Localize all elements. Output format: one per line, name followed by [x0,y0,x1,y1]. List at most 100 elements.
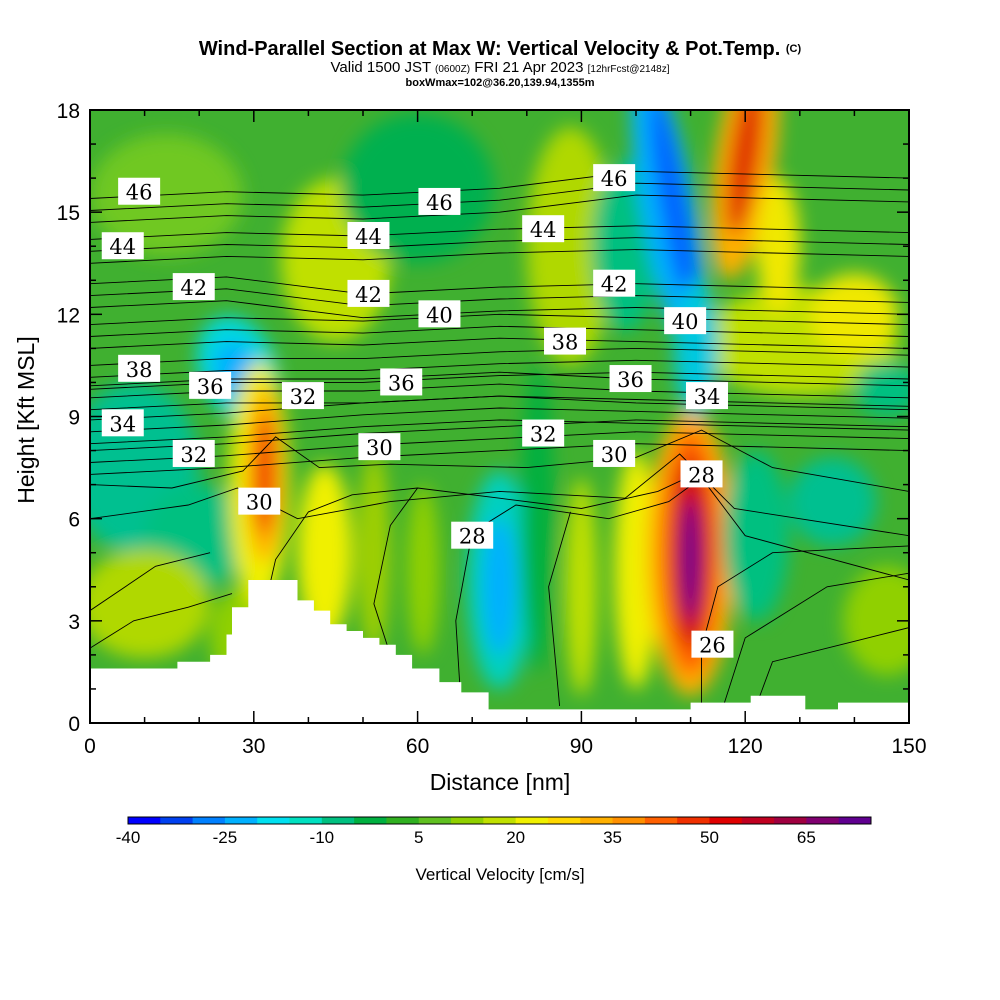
contour-label: 46 [118,177,161,205]
y-tick-label: 18 [57,100,80,123]
theta-contour-line [90,337,909,349]
colorbar-tick-label: -10 [310,828,335,847]
velocity-region [406,484,440,655]
contour-label: 34 [685,382,728,410]
contour-label-box [544,327,587,355]
contour-label-text: 38 [552,331,579,355]
contour-label: 30 [358,433,401,461]
title-block: Wind-Parallel Section at Max W: Vertical… [0,38,1000,89]
colorbar-swatch [483,817,517,824]
contour-label-text: 40 [426,303,453,327]
valid-date: FRI 21 Apr 2023 [474,59,584,76]
theta-contour-line [548,511,571,707]
colorbar-swatch [709,817,743,824]
contour-label-box [593,269,636,297]
contour-label: 38 [544,327,587,355]
theta-contour-line [90,313,909,326]
y-tick-label: 9 [68,407,80,430]
contour-label-text: 44 [530,218,557,242]
contour-label-box [593,164,636,192]
colorbar-swatch [224,817,258,824]
contour-label: 30 [593,439,636,467]
theta-contour-line [90,429,909,492]
contour-label-box [189,371,232,399]
y-tick-label: 12 [57,304,80,327]
theta-contour-line [90,288,909,307]
y-tick-label: 0 [68,713,80,736]
contour-label: 34 [101,409,144,437]
contour-label: 40 [664,307,707,335]
velocity-region [650,110,698,317]
contour-label: 40 [418,300,461,328]
theta-contour-line [90,552,211,611]
y-axis: 0 36 9 12 15 18 [57,100,909,736]
velocity-region [788,457,877,546]
colorbar-swatch [838,817,872,824]
contour-label-box [347,279,390,307]
theta-contour-line [90,443,909,475]
colorbar-swatch [451,817,484,824]
contour-label: 42 [172,273,215,301]
velocity-region [253,413,276,536]
contour-label: 46 [418,187,461,215]
terrain [90,580,909,723]
colorbar-frame [127,816,872,825]
contour-label: 44 [347,222,390,250]
contour-label: 32 [281,382,324,410]
contour-label: 44 [101,232,144,260]
contour-label-text: 32 [530,423,557,447]
contour-label-box [101,409,144,437]
contour-label-text: 46 [601,167,628,191]
contour-label-box [358,433,401,461]
theta-contour-line [90,431,909,463]
contour-label-box [593,439,636,467]
colorbar-swatch [321,817,355,824]
theta-contour-line [90,249,909,264]
theta-contour-line [90,395,909,411]
contour-label-text: 34 [694,385,721,409]
velocity-region [810,273,899,356]
contour-label: 28 [680,460,723,488]
copyright-mark: (C) [785,43,802,55]
colorbar-swatch [192,817,226,824]
theta-contour-line [90,182,909,211]
contour-label-text: 44 [355,225,382,249]
contour-label-box [691,630,734,658]
contour-label-text: 32 [290,385,317,409]
contour-label-text: 34 [109,412,136,436]
contour-label: 42 [593,269,636,297]
contour-label: 42 [347,279,390,307]
colorbar-tick-label: 50 [700,828,719,847]
contour-label-box [118,177,161,205]
contour-label-box [281,382,324,410]
colorbar-swatch [386,817,420,824]
y-tick-label: 3 [68,611,80,634]
x-tick-label: 150 [891,735,926,758]
colorbar-swatch [774,817,807,824]
contour-label: 30 [238,487,281,515]
theta-contour-line [90,237,909,252]
velocity-region [565,477,598,696]
valid-time-line: Valid 1500 JST (0600Z) FRI 21 Apr 2023 [… [0,60,1000,77]
contour-label-box [418,187,461,215]
contour-label: 32 [522,419,565,447]
chart-title: Wind-Parallel Section at Max W: Vertical… [0,38,1000,60]
contour-label: 36 [189,371,232,399]
contour-label-box [451,521,494,549]
theta-contour-line [90,276,909,295]
x-tick-label: 60 [406,735,429,758]
theta-contour-line [755,627,909,707]
colorbar-swatch [418,817,452,824]
y-tick-label: 15 [57,202,80,225]
contour-label: 46 [593,164,636,192]
velocity-region [521,365,555,672]
contour-label-text: 46 [426,191,453,215]
x-axis: 0 30 60 90 120 150 [84,110,927,758]
contour-label-text: 46 [126,181,153,205]
velocity-region [723,450,789,621]
contour-label-text: 36 [617,368,644,392]
contour-label-text: 36 [197,375,224,399]
x-axis-label: Distance [nm] [430,769,571,795]
theta-contour-line [90,194,909,223]
